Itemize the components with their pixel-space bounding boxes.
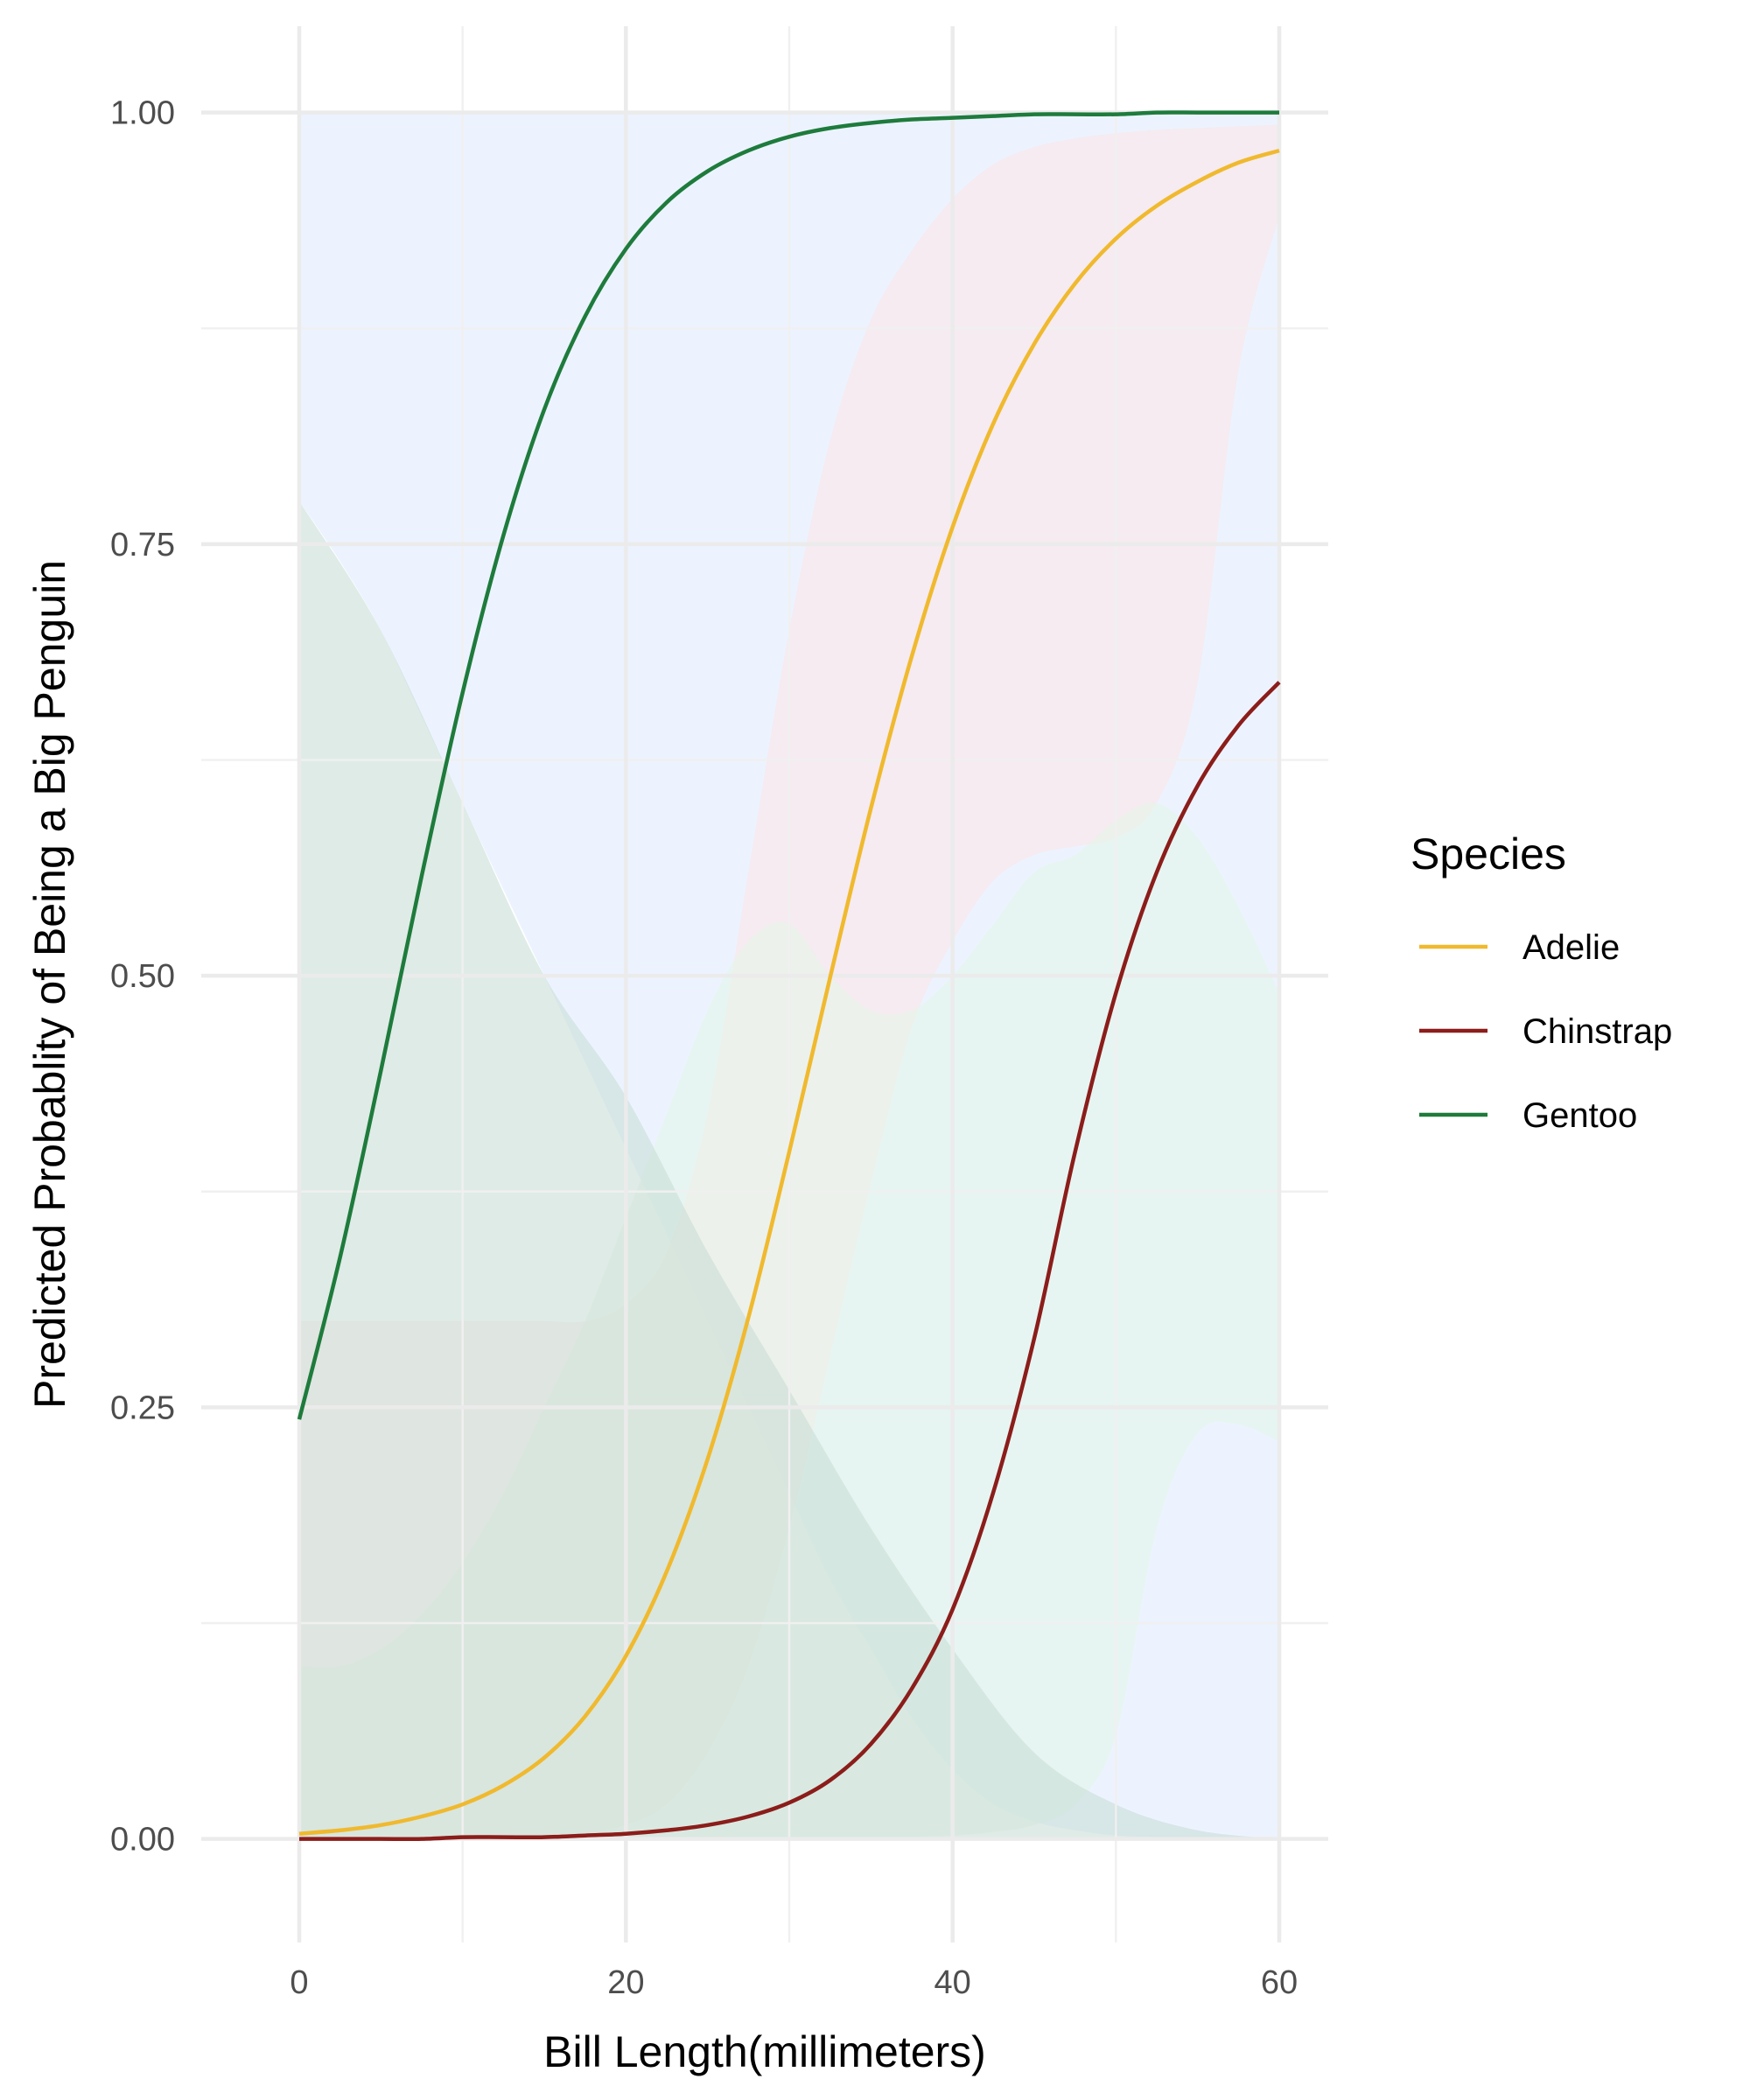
x-tick-label: 20	[607, 1964, 644, 2001]
legend-label-chinstrap: Chinstrap	[1522, 1012, 1672, 1051]
legend-label-adelie: Adelie	[1522, 928, 1620, 967]
y-tick-label: 0.25	[110, 1390, 175, 1426]
y-tick-label: 0.50	[110, 958, 175, 995]
y-tick-label: 0.75	[110, 527, 175, 564]
y-tick-label: 1.00	[110, 95, 175, 132]
x-tick-label: 60	[1261, 1964, 1298, 2001]
y-tick-label: 0.00	[110, 1822, 175, 1858]
x-axis-title: Bill Length(millimeters)	[543, 2027, 986, 2076]
x-tick-label: 40	[934, 1964, 971, 2001]
legend-label-gentoo: Gentoo	[1522, 1096, 1637, 1135]
series-line-chinstrap	[299, 681, 1281, 1842]
x-tick-label: 0	[290, 1964, 308, 2001]
series-line-adelie	[298, 148, 1280, 1836]
band-overlay-gentoo-lower-region	[299, 500, 1279, 1839]
grid-lines	[201, 26, 1328, 1942]
series-line-gentoo	[297, 110, 1279, 1420]
legend: Species Adelie Chinstrap Gentoo	[1410, 830, 1672, 1135]
y-axis-title: Predicted Probablity of Being a Big Peng…	[25, 560, 74, 1409]
tick-labels: 0 20 40 60 0.00 0.25 0.50 0.75 1.00	[110, 95, 1298, 2001]
series-lines	[297, 110, 1281, 1842]
legend-title: Species	[1410, 830, 1566, 878]
